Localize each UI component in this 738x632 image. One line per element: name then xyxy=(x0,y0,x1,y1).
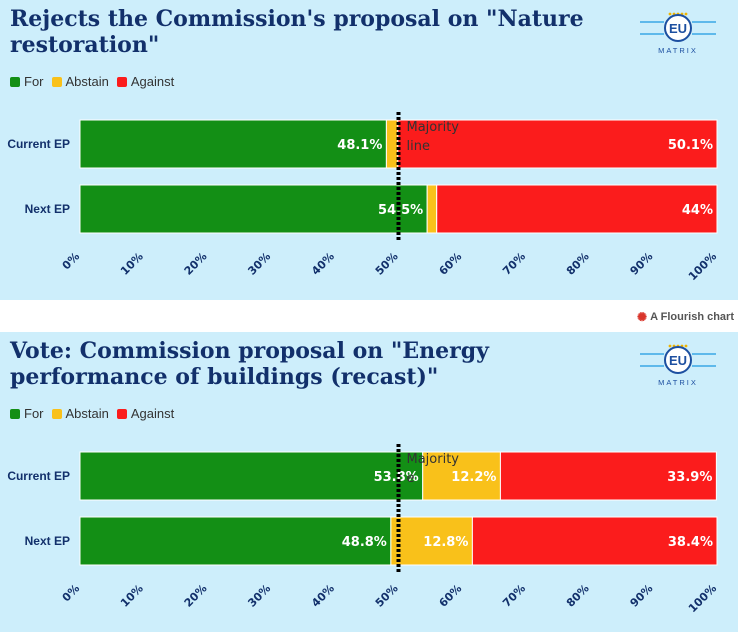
x-tick-label: 40% xyxy=(309,582,337,610)
category-label: Next EP xyxy=(25,534,70,548)
legend-item-for[interactable]: For xyxy=(10,74,44,89)
stacked-bar-chart: Current EP 53.8% 12.2% 33.9% Next EP 48.8% 12.… xyxy=(7,444,719,615)
x-tick-label: 0% xyxy=(60,250,82,272)
annotation-text: Majority xyxy=(407,452,460,467)
stacked-bar-chart: Current EP 48.1% 50.1% Next EP 54.5% 44% Major… xyxy=(7,112,719,283)
logo-subtitle: MATRIX xyxy=(658,378,698,387)
star-icon xyxy=(668,344,672,348)
bar-against xyxy=(436,184,718,234)
bar-for xyxy=(79,451,424,501)
legend-item-against[interactable]: Against xyxy=(116,74,174,89)
x-tick-label: 70% xyxy=(500,250,528,278)
x-tick-label: 60% xyxy=(437,250,465,278)
category-label: Next EP xyxy=(25,202,70,216)
x-tick-label: 80% xyxy=(564,582,592,610)
bar-abstain xyxy=(426,184,438,234)
data-label: 44% xyxy=(682,203,713,218)
for-swatch-icon xyxy=(10,408,20,419)
x-tick-label: 0% xyxy=(60,582,82,604)
x-tick-label: 60% xyxy=(437,582,465,610)
annotation-text: e xyxy=(407,471,415,486)
against-swatch-icon xyxy=(116,408,127,419)
eu-matrix-logo: EU MATRIX xyxy=(636,10,720,56)
x-tick-label: 30% xyxy=(245,250,273,278)
x-tick-label: 20% xyxy=(182,250,210,278)
logo-text: EU xyxy=(669,353,687,368)
x-tick-label: 80% xyxy=(564,250,592,278)
annotation-text: Majority xyxy=(407,120,460,135)
data-label: 48.8% xyxy=(342,535,387,550)
for-swatch-icon xyxy=(10,76,20,87)
bar-for xyxy=(79,516,392,566)
x-tick-label: 30% xyxy=(245,582,273,610)
legend-item-against[interactable]: Against xyxy=(116,406,174,421)
data-label: 48.1% xyxy=(337,138,382,153)
bar-abstain xyxy=(385,119,399,169)
legend: For Abstain Against xyxy=(10,406,174,421)
x-tick-label: 20% xyxy=(182,582,210,610)
data-label: 38.4% xyxy=(668,535,713,550)
legend-item-abstain[interactable]: Abstain xyxy=(51,406,109,421)
data-label: 50.1% xyxy=(668,138,713,153)
chart-title: Rejects the Commission's proposal on "Na… xyxy=(10,6,584,58)
star-icon xyxy=(684,344,688,348)
logo-text: EU xyxy=(669,21,687,36)
chart-panel-energy-performance: Vote: Commission proposal on "Energy per… xyxy=(0,332,738,632)
x-tick-label: 50% xyxy=(373,582,401,610)
data-label: 54.5% xyxy=(378,203,423,218)
eu-matrix-logo-icon: EU MATRIX xyxy=(640,344,716,387)
x-tick-label: 10% xyxy=(118,582,146,610)
star-icon xyxy=(684,12,688,16)
chart-title: Vote: Commission proposal on "Energy per… xyxy=(10,338,489,390)
category-label: Current EP xyxy=(7,469,70,483)
legend-item-for[interactable]: For xyxy=(10,406,44,421)
flourish-footer: ✺ A Flourish chart xyxy=(0,300,738,332)
eu-matrix-logo-icon: EU MATRIX xyxy=(640,12,716,55)
bar-abstain xyxy=(422,451,501,501)
bar-against xyxy=(397,119,718,169)
data-label: 12.2% xyxy=(451,470,496,485)
x-tick-label: 90% xyxy=(628,582,656,610)
abstain-swatch-icon xyxy=(51,76,62,87)
data-label: 33.9% xyxy=(667,470,712,485)
eu-matrix-logo: EU MATRIX xyxy=(636,342,720,388)
category-label: Current EP xyxy=(7,137,70,151)
against-swatch-icon xyxy=(116,76,127,87)
data-label: 53.8% xyxy=(374,470,419,485)
bar-for xyxy=(79,119,387,169)
x-tick-label: 90% xyxy=(628,250,656,278)
legend-item-abstain[interactable]: Abstain xyxy=(51,74,109,89)
x-tick-label: 40% xyxy=(309,250,337,278)
x-tick-label: 100% xyxy=(686,250,719,283)
logo-ring xyxy=(664,346,692,374)
annotation-text: line xyxy=(407,139,430,154)
x-tick-label: 100% xyxy=(686,582,719,615)
logo-subtitle: MATRIX xyxy=(658,46,698,55)
bar-against xyxy=(499,451,717,501)
chart-panel-nature-restoration: Rejects the Commission's proposal on "Na… xyxy=(0,0,738,300)
logo-ring xyxy=(664,14,692,42)
star-icon xyxy=(668,12,672,16)
x-tick-label: 50% xyxy=(373,250,401,278)
x-tick-label: 10% xyxy=(118,250,146,278)
legend: For Abstain Against xyxy=(10,74,174,89)
flourish-credit[interactable]: ✺ A Flourish chart xyxy=(637,310,734,324)
x-tick-label: 70% xyxy=(500,582,528,610)
flourish-burst-icon: ✺ xyxy=(637,310,648,324)
bar-for xyxy=(79,184,428,234)
data-label: 12.8% xyxy=(423,535,468,550)
bar-against xyxy=(471,516,718,566)
abstain-swatch-icon xyxy=(51,408,62,419)
bar-abstain xyxy=(390,516,473,566)
